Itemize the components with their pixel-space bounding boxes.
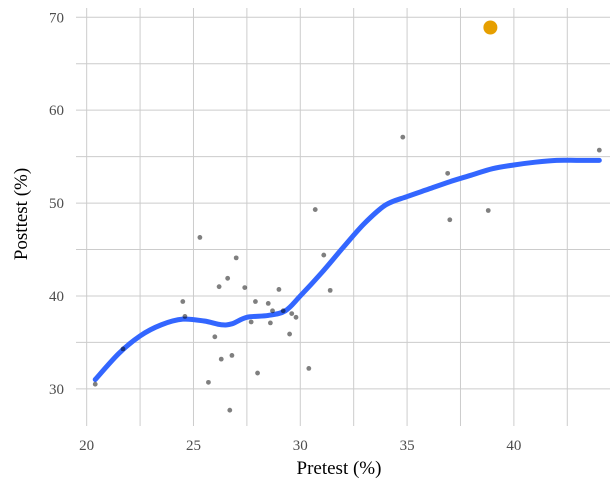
y-axis-title: Posttest (%): [11, 168, 32, 260]
data-point: [255, 370, 260, 376]
y-tick-label: 30: [49, 382, 64, 398]
data-point: [180, 299, 186, 304]
data-point: [321, 252, 327, 258]
data-point: [312, 207, 318, 212]
data-point: [293, 314, 299, 320]
smooth-line-layer: [92, 157, 602, 383]
data-point: [229, 353, 235, 358]
data-point: [289, 311, 295, 317]
data-point: [287, 331, 292, 337]
grid: [76, 8, 610, 426]
data-point: [92, 381, 98, 387]
x-tick-label: 20: [79, 438, 94, 454]
data-point: [327, 287, 333, 293]
x-axis-title: Pretest (%): [297, 458, 382, 479]
points-layer: [92, 20, 602, 413]
data-point: [212, 334, 218, 340]
data-point: [270, 308, 275, 314]
y-tick-label: 50: [49, 196, 64, 212]
data-point: [400, 134, 406, 140]
tick-labels: 2025303540453040506070: [49, 10, 521, 454]
smooth-fit-line: [92, 157, 602, 383]
data-point: [306, 366, 312, 371]
data-point: [280, 308, 286, 314]
data-point: [248, 319, 254, 325]
data-point: [197, 235, 203, 240]
data-point: [120, 346, 126, 352]
data-point: [206, 379, 211, 385]
data-point: [216, 284, 222, 290]
data-point: [447, 217, 453, 223]
data-point: [445, 170, 451, 176]
x-tick-label: 30: [293, 438, 308, 454]
y-tick-label: 70: [49, 10, 64, 26]
data-point: [233, 255, 239, 261]
data-point: [265, 300, 271, 306]
x-tick-label: 40: [506, 438, 521, 454]
data-point: [276, 287, 282, 292]
data-point: [253, 299, 258, 304]
data-point: [218, 356, 224, 362]
data-point: [242, 285, 248, 290]
data-point: [225, 275, 231, 281]
y-tick-label: 40: [49, 289, 64, 305]
data-point: [485, 208, 491, 213]
data-point: [227, 407, 233, 413]
y-tick-label: 60: [49, 103, 64, 119]
highlighted-point: [483, 20, 498, 35]
data-point: [182, 313, 188, 319]
data-point: [267, 320, 273, 326]
data-point: [596, 147, 602, 153]
x-tick-label: 35: [400, 438, 415, 454]
x-tick-label: 25: [186, 438, 201, 454]
